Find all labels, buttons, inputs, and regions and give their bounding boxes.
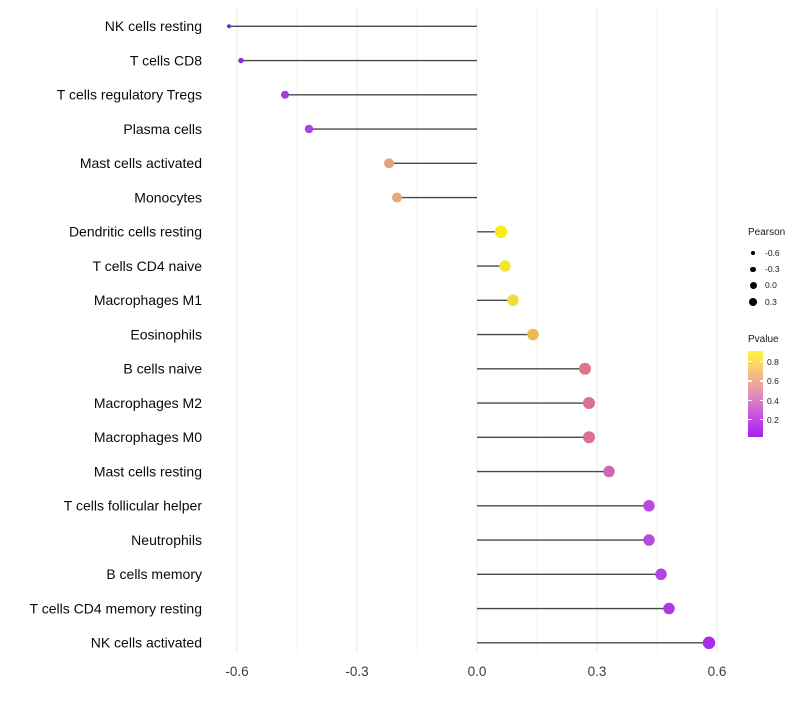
colorbar-tick-mark <box>748 419 752 421</box>
pvalue-legend-title: Pvalue <box>748 334 779 345</box>
pearson-legend-entries: -0.6 -0.3 0.0 0.3 <box>744 245 800 310</box>
colorbar-tick-mark <box>759 360 763 363</box>
colorbar-tick-mark <box>748 399 752 402</box>
category-label: NK cells activated <box>91 635 202 651</box>
x-axis-tick-label: 0.0 <box>468 664 487 679</box>
pvalue-color-legend: Pvalue 0.8 0.6 0.4 0.2 <box>744 334 800 439</box>
pearson-legend-dot-icon <box>750 266 756 273</box>
lollipop-dot <box>603 465 615 478</box>
lollipop-dot <box>494 225 508 239</box>
lollipop-dot <box>281 90 289 99</box>
category-label: T cells CD4 memory resting <box>30 600 202 616</box>
lollipop-dot <box>643 500 655 512</box>
pearson-legend-entry: -0.6 <box>744 245 800 261</box>
category-label: Mast cells resting <box>94 463 202 479</box>
lollipop-dot <box>702 636 716 650</box>
category-label: Mast cells activated <box>80 155 202 171</box>
x-axis-tick-label: -0.6 <box>225 664 248 679</box>
pearson-legend-entry: 0.3 <box>744 294 800 310</box>
category-label: Macrophages M1 <box>94 292 202 308</box>
pearson-legend-value: 0.0 <box>765 280 777 291</box>
pearson-legend-dot-icon <box>749 281 757 289</box>
category-label: Macrophages M2 <box>94 395 202 411</box>
category-label: B cells memory <box>106 566 202 582</box>
pearson-legend-key <box>744 266 762 273</box>
colorbar-tick-mark <box>759 399 763 402</box>
category-label: T cells CD4 naive <box>93 258 203 274</box>
lollipop-dot <box>507 294 519 307</box>
lollipop-dot <box>579 362 591 375</box>
pearson-legend-value: 0.3 <box>765 296 777 307</box>
pearson-legend-value: -0.6 <box>765 248 780 259</box>
pearson-legend-key <box>744 297 762 306</box>
colorbar-tick-mark <box>759 419 763 421</box>
lollipop-dot <box>643 534 655 546</box>
pvalue-colorbar-gradient <box>748 351 763 437</box>
category-label: T cells follicular helper <box>64 498 203 514</box>
colorbar-tick-label: 0.4 <box>767 395 779 406</box>
colorbar-tick-mark <box>748 360 752 363</box>
category-label: Dendritic cells resting <box>69 224 202 240</box>
x-axis-tick-label: 0.6 <box>708 664 727 679</box>
category-label: B cells naive <box>123 361 202 377</box>
pearson-legend-entry: -0.3 <box>744 261 800 277</box>
lollipop-dot <box>583 397 595 410</box>
lollipop-dot <box>499 260 511 272</box>
category-label: Monocytes <box>134 189 202 205</box>
lollipop-dot <box>238 57 244 64</box>
pearson-legend-dot-icon <box>751 251 755 255</box>
category-label: Neutrophils <box>131 532 202 548</box>
x-axis-tick-label: 0.3 <box>588 664 607 679</box>
colorbar-tick-mark <box>759 380 763 382</box>
category-label: Plasma cells <box>123 121 202 137</box>
lollipop-dot <box>527 328 539 341</box>
pearson-legend-dot-icon <box>749 297 757 306</box>
pearson-size-legend: Pearson -0.6 -0.3 0.0 0.3 <box>744 227 800 310</box>
colorbar-tick-label: 0.2 <box>767 415 779 426</box>
pearson-legend-title: Pearson <box>748 227 786 238</box>
pearson-legend-value: -0.3 <box>765 264 780 275</box>
lollipop-dot <box>384 158 394 169</box>
colorbar-tick-label: 0.6 <box>767 376 779 387</box>
lollipop-dot <box>304 124 314 134</box>
lollipop-dot <box>227 24 231 29</box>
pearson-legend-key <box>744 251 762 255</box>
category-label: T cells CD8 <box>130 52 202 68</box>
category-label: T cells regulatory Tregs <box>57 87 202 103</box>
pvalue-colorbar-row: 0.8 0.6 0.4 0.2 <box>744 351 800 439</box>
category-label: NK cells resting <box>105 18 202 34</box>
lollipop-dot <box>655 568 667 581</box>
colorbar-tick-label: 0.8 <box>767 356 779 367</box>
lollipop-dot <box>583 431 595 444</box>
category-label: Eosinophils <box>130 326 202 342</box>
x-axis-tick-label: -0.3 <box>345 664 368 679</box>
lollipop-dot <box>392 192 402 203</box>
pearson-legend-key <box>744 281 762 289</box>
colorbar-tick-mark <box>748 380 752 382</box>
lollipop-dot <box>663 602 675 615</box>
category-label: Macrophages M0 <box>94 429 202 445</box>
pearson-legend-entry: 0.0 <box>744 277 800 293</box>
